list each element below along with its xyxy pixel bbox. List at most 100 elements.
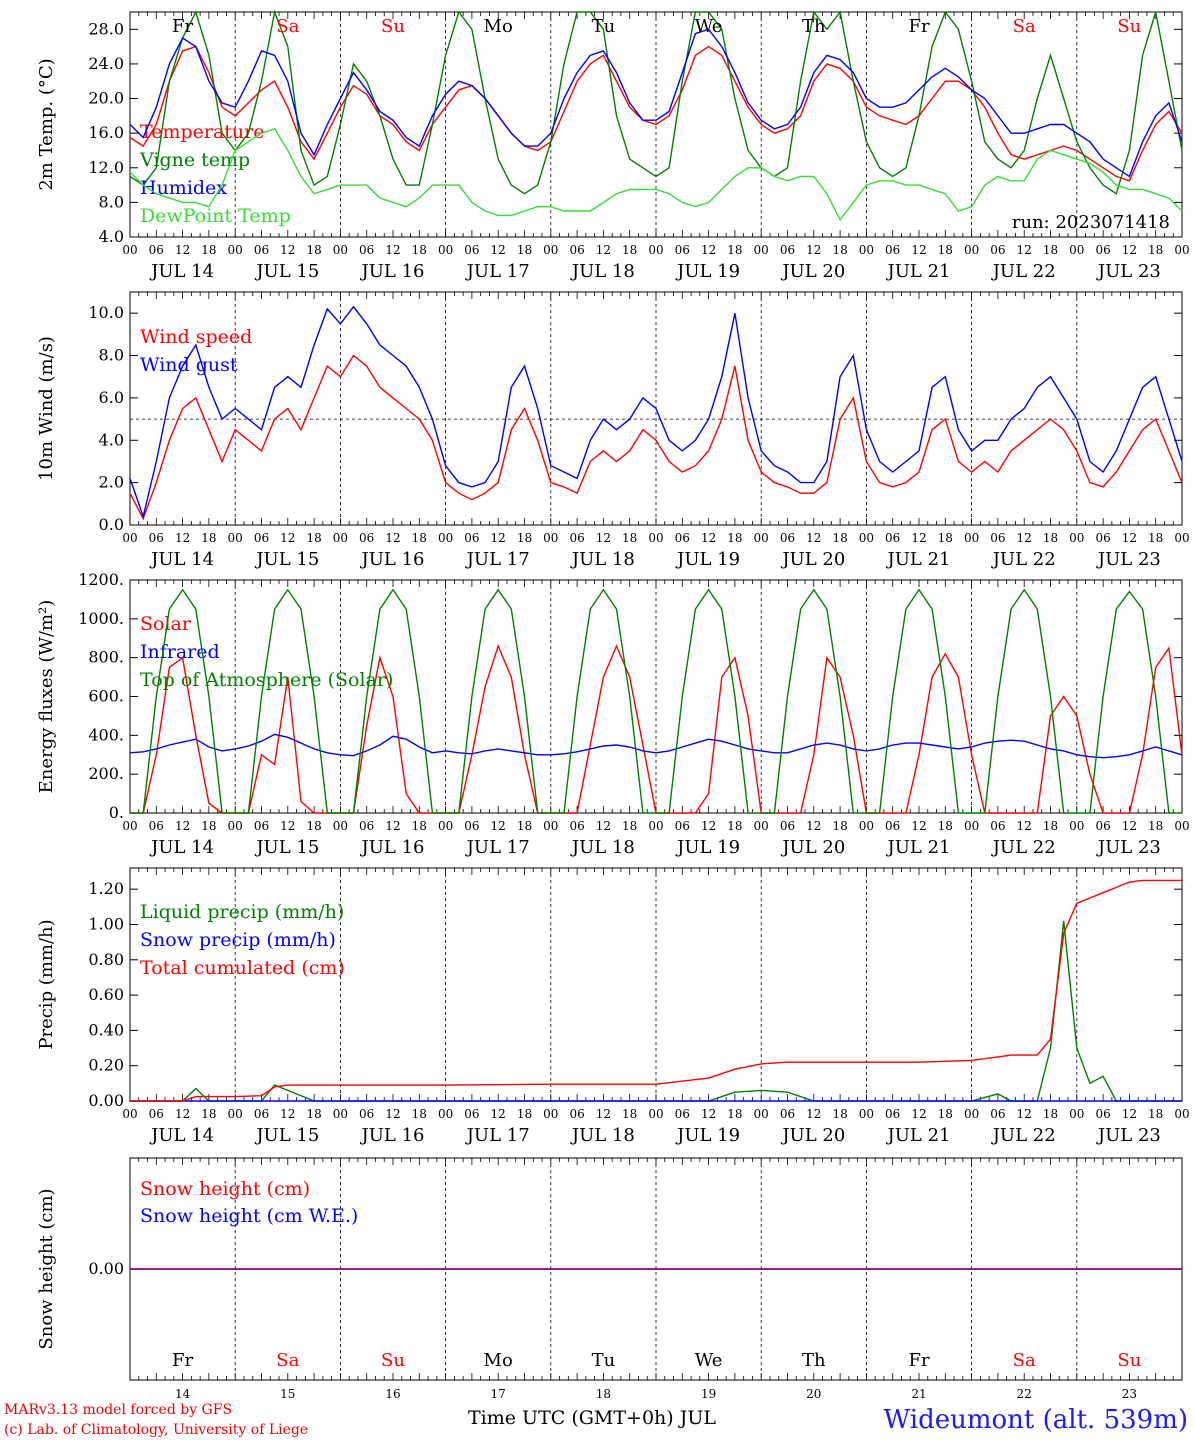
day-number-label: 15: [280, 1387, 295, 1401]
y-tick-label: 0.00: [88, 1259, 124, 1278]
x-hour-label: 18: [201, 1107, 216, 1121]
series-line-dewpoint-temp: [129, 127, 1183, 222]
x-hour-label: 18: [832, 243, 847, 257]
x-day-label: JUL 15: [254, 549, 319, 570]
x-hour-label: 00: [438, 531, 453, 545]
x-hour-label: 12: [280, 243, 295, 257]
x-hour-label: 12: [280, 531, 295, 545]
day-number-label: 22: [1017, 1387, 1032, 1401]
x-day-label: JUL 20: [780, 1125, 845, 1146]
x-hour-label: 00: [754, 1107, 769, 1121]
x-hour-label: 00: [964, 531, 979, 545]
day-number-label: 14: [175, 1387, 191, 1401]
x-hour-label: 06: [149, 1107, 164, 1121]
x-hour-label: 00: [333, 243, 348, 257]
x-hour-label: 00: [648, 243, 663, 257]
weekday-label: Sa: [276, 1350, 299, 1371]
top-weekday-label: Su: [1117, 16, 1141, 37]
legend-entry: Infrared: [140, 641, 220, 663]
x-hour-label: 00: [122, 243, 137, 257]
x-hour-label: 12: [911, 531, 926, 545]
x-day-label: JUL 19: [675, 1125, 740, 1146]
x-hour-label: 18: [727, 531, 742, 545]
x-hour-label: 12: [1017, 243, 1032, 257]
x-hour-label: 12: [701, 243, 716, 257]
x-day-label: JUL 14: [149, 1125, 214, 1146]
x-hour-label: 06: [359, 1107, 374, 1121]
y-tick-label: 28.0: [88, 19, 124, 38]
x-hour-label: 12: [701, 819, 716, 833]
x-hour-label: 00: [543, 1107, 558, 1121]
x-hour-label: 06: [990, 819, 1005, 833]
x-day-label: JUL 17: [465, 549, 530, 570]
y-tick-label: 10.0: [88, 303, 124, 322]
x-hour-label: 00: [1069, 531, 1084, 545]
x-day-label: JUL 21: [886, 261, 951, 282]
x-day-label: JUL 20: [780, 549, 845, 570]
day-number-label: 17: [491, 1387, 506, 1401]
x-day-label: JUL 18: [570, 261, 635, 282]
series-line-vigne-temp: [129, 9, 1183, 195]
x-hour-label: 18: [1043, 1107, 1058, 1121]
x-hour-label: 12: [280, 819, 295, 833]
x-hour-label: 18: [938, 531, 953, 545]
legend-entry: Temperature: [140, 121, 264, 143]
x-hour-label: 18: [832, 531, 847, 545]
y-tick-label: 400.: [88, 725, 124, 744]
x-hour-label: 18: [622, 243, 637, 257]
run-label: run: 2023071418: [1012, 212, 1170, 233]
x-hour-label: 00: [122, 819, 137, 833]
x-hour-label: 00: [228, 531, 243, 545]
x-hour-label: 18: [1148, 243, 1163, 257]
x-hour-label: 12: [1122, 819, 1137, 833]
x-day-label: JUL 22: [991, 549, 1056, 570]
x-hour-label: 06: [780, 819, 795, 833]
x-hour-label: 06: [780, 1107, 795, 1121]
x-day-label: JUL 23: [1096, 549, 1161, 570]
x-hour-label: 18: [832, 819, 847, 833]
x-hour-label: 18: [201, 819, 216, 833]
top-weekday-label: Th: [802, 16, 826, 37]
x-hour-label: 12: [806, 1107, 821, 1121]
x-hour-label: 00: [333, 531, 348, 545]
x-day-label: JUL 14: [149, 549, 214, 570]
x-hour-label: 12: [385, 531, 400, 545]
x-hour-label: 12: [175, 1107, 190, 1121]
x-hour-label: 12: [911, 819, 926, 833]
x-hour-label: 18: [1043, 243, 1058, 257]
x-hour-label: 12: [175, 819, 190, 833]
x-hour-label: 06: [1095, 819, 1110, 833]
y-tick-label: 1200.: [78, 570, 124, 589]
x-hour-label: 12: [491, 819, 506, 833]
x-hour-label: 18: [412, 531, 427, 545]
x-hour-label: 18: [517, 819, 532, 833]
x-day-label: JUL 21: [886, 1125, 951, 1146]
day-number-label: 18: [596, 1387, 611, 1401]
x-hour-label: 06: [254, 243, 269, 257]
legend-entry: Humidex: [140, 177, 227, 199]
x-hour-label: 06: [569, 531, 584, 545]
day-number-label: 19: [701, 1387, 716, 1401]
legend-entry: Liquid precip (mm/h): [140, 901, 344, 923]
x-day-label: JUL 22: [991, 261, 1056, 282]
y-tick-label: 16.0: [88, 123, 124, 142]
x-hour-label: 00: [1069, 1107, 1084, 1121]
x-hour-label: 12: [596, 819, 611, 833]
y-tick-label: 0.60: [88, 985, 124, 1004]
x-day-label: JUL 15: [254, 837, 319, 858]
x-hour-label: 06: [464, 531, 479, 545]
legend-entry: Wind gust: [140, 354, 238, 376]
weekday-label: Fr: [908, 1350, 929, 1371]
x-day-label: JUL 23: [1096, 261, 1161, 282]
x-hour-label: 12: [806, 819, 821, 833]
x-hour-label: 06: [254, 819, 269, 833]
x-hour-label: 12: [596, 531, 611, 545]
x-hour-label: 12: [491, 1107, 506, 1121]
x-hour-label: 12: [1122, 531, 1137, 545]
legend-entry: Snow precip (mm/h): [140, 929, 336, 951]
y-tick-label: 0.80: [88, 950, 124, 969]
x-hour-label: 18: [1148, 531, 1163, 545]
legend-entry: DewPoint Temp: [140, 205, 291, 227]
x-hour-label: 06: [569, 243, 584, 257]
panel-wind: 0.0 2.0 4.0 6.0 8.0 10.0 10m Wind (m/s) Wind sp…: [36, 291, 1190, 570]
